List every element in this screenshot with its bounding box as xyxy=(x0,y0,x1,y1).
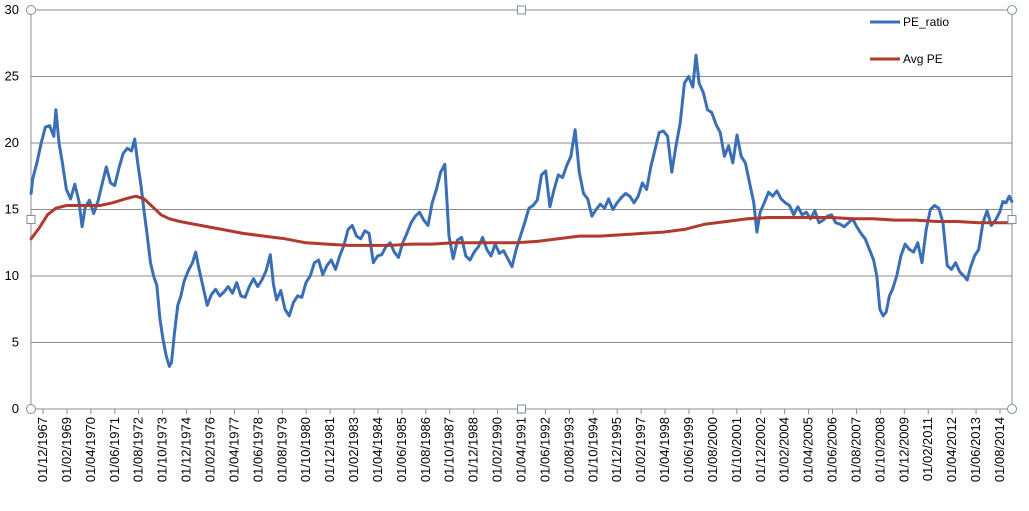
y-tick-label: 20 xyxy=(5,135,19,150)
legend-label: PE_ratio xyxy=(903,15,949,29)
x-tick-label: 01/02/2011 xyxy=(920,417,935,481)
resize-handle-corner[interactable] xyxy=(26,5,36,15)
x-tick-label: 01/12/1995 xyxy=(609,417,624,482)
pe-ratio-line xyxy=(29,53,1014,368)
x-tick-label: 01/02/1983 xyxy=(346,417,361,482)
axes xyxy=(30,9,1013,414)
x-tick-label: 01/10/1980 xyxy=(298,417,313,482)
resize-handle-edge[interactable] xyxy=(517,404,526,414)
x-tick-label: 01/06/1985 xyxy=(394,417,409,482)
x-tick-label: 01/02/1976 xyxy=(202,417,217,482)
x-tick-label: 01/08/1972 xyxy=(131,417,146,482)
x-tick-label: 01/02/1990 xyxy=(490,417,505,482)
x-tick-label: 01/12/1981 xyxy=(322,417,337,482)
resize-handle-corner[interactable] xyxy=(26,404,36,414)
x-tick-label: 01/06/1971 xyxy=(107,417,122,482)
x-tick-label: 01/08/1993 xyxy=(561,417,576,482)
x-axis-ticks: 01/12/1967 01/02/1969 01/04/1970 01/06/1971… xyxy=(35,417,1007,482)
x-tick-label: 01/08/1979 xyxy=(274,417,289,482)
x-tick-label: 01/06/2006 xyxy=(825,417,840,482)
resize-handle-edge[interactable] xyxy=(26,215,36,224)
x-tick-label: 01/04/1998 xyxy=(657,417,672,482)
y-tick-label: 10 xyxy=(5,268,19,283)
x-tick-label: 01/10/1987 xyxy=(442,417,457,482)
x-tick-label: 01/08/2014 xyxy=(992,417,1007,482)
x-tick-label: 01/10/2001 xyxy=(729,417,744,482)
avg-pe-line xyxy=(29,194,1014,247)
x-tick-label: 01/12/1988 xyxy=(466,417,481,482)
x-tick-label: 01/06/1999 xyxy=(681,417,696,482)
legend: PE_ratio Avg PE xyxy=(870,15,949,66)
x-tick-label: 01/04/1977 xyxy=(226,417,241,482)
x-tick-label: 01/10/1973 xyxy=(155,417,170,482)
x-tick-label: 01/06/1992 xyxy=(537,417,552,482)
x-tick-label: 01/04/1970 xyxy=(83,417,98,482)
y-tick-label: 0 xyxy=(12,401,19,416)
x-tick-label: 01/12/1967 xyxy=(35,417,50,482)
resize-handle-edge[interactable] xyxy=(1007,215,1017,224)
x-tick-label: 01/06/2013 xyxy=(968,417,983,482)
x-tick-label: 01/08/2007 xyxy=(848,417,863,482)
x-tick-label: 01/08/1986 xyxy=(418,417,433,482)
legend-label: Avg PE xyxy=(903,52,943,66)
x-tick-label: 01/10/2008 xyxy=(872,417,887,482)
x-tick-label: 01/08/2000 xyxy=(705,417,720,482)
series-lines xyxy=(29,53,1014,368)
x-tick-label: 01/12/2002 xyxy=(753,417,768,482)
y-tick-label: 30 xyxy=(5,2,19,17)
y-tick-label: 15 xyxy=(5,202,19,217)
y-tick-label: 5 xyxy=(12,335,19,350)
x-tick-label: 01/04/2005 xyxy=(801,417,816,482)
x-tick-label: 01/04/2012 xyxy=(944,417,959,482)
selection-handles[interactable] xyxy=(26,5,1017,414)
x-tick-label: 01/04/1984 xyxy=(370,417,385,482)
x-tick-label: 01/04/1991 xyxy=(514,417,529,482)
resize-handle-corner[interactable] xyxy=(1007,404,1017,414)
x-tick-label: 01/06/1978 xyxy=(250,417,265,482)
x-tick-label: 01/02/2004 xyxy=(777,417,792,482)
y-tick-label: 25 xyxy=(5,69,19,84)
resize-handle-edge[interactable] xyxy=(517,5,526,15)
y-axis-ticks: 0 5 10 15 20 25 30 xyxy=(5,2,19,416)
x-tick-label: 01/02/1997 xyxy=(633,417,648,482)
x-tick-label: 01/02/1969 xyxy=(59,417,74,482)
resize-handle-corner[interactable] xyxy=(1007,5,1017,15)
x-tick-label: 01/10/1994 xyxy=(585,417,600,482)
x-tick-label: 01/12/1974 xyxy=(179,417,194,482)
gridlines xyxy=(31,9,1012,343)
x-tick-label: 01/12/2009 xyxy=(896,417,911,482)
